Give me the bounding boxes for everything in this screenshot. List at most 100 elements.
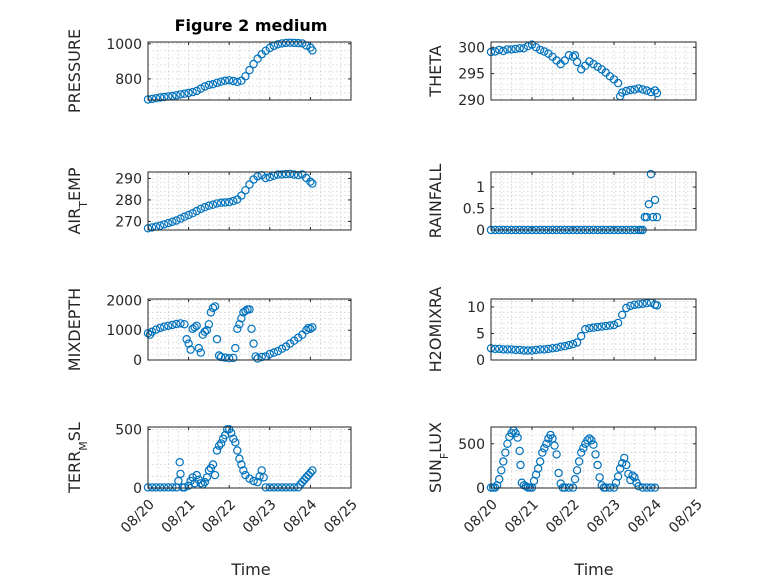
data-point — [155, 93, 165, 102]
y-tick-label: 800 — [115, 72, 142, 88]
data-point — [172, 91, 181, 100]
data-point — [180, 483, 189, 492]
data-point — [186, 345, 195, 354]
subplot-mixdepth: 0 1000 2000 MIXDEPTH — [65, 288, 352, 371]
y-tick-label: 290 — [458, 93, 485, 109]
data-point — [249, 339, 258, 348]
data-point — [628, 471, 637, 480]
data-point — [253, 354, 262, 363]
data-point — [630, 300, 639, 309]
data-point — [253, 477, 262, 487]
data-point — [226, 428, 236, 438]
data-point — [581, 325, 590, 334]
data-point — [237, 460, 246, 469]
data-point — [184, 88, 193, 98]
data-point — [585, 57, 594, 66]
data-point — [172, 319, 181, 329]
data-point — [285, 483, 295, 492]
data-point — [552, 450, 561, 459]
data-point — [583, 436, 592, 445]
data-point — [572, 466, 582, 475]
data-point — [259, 473, 268, 482]
data-point — [531, 345, 541, 355]
x-tick-label: 08/24 — [280, 497, 320, 537]
data-point — [308, 179, 317, 188]
y-tick-label: 280 — [115, 193, 142, 209]
y-tick-label: 5 — [476, 326, 485, 342]
data-point — [212, 199, 222, 208]
data-point — [176, 214, 185, 223]
data-point — [638, 299, 647, 308]
data-point — [269, 483, 279, 492]
data-point — [642, 86, 652, 95]
figure-title: Figure 2 medium — [175, 16, 328, 35]
data-point — [615, 464, 625, 473]
data-point — [216, 439, 226, 448]
y-axis-label: RAINFALL — [426, 164, 445, 239]
data-point — [593, 62, 602, 72]
data-point — [499, 457, 508, 466]
data-point — [151, 93, 161, 103]
data-point — [231, 438, 240, 447]
data-point — [255, 472, 264, 481]
data-point — [308, 466, 317, 475]
data-point — [527, 346, 537, 355]
data-point — [511, 44, 520, 54]
y-tick-label: 270 — [115, 214, 142, 230]
data-point — [214, 441, 224, 450]
data-point — [188, 87, 197, 97]
data-point — [652, 212, 662, 222]
data-point — [572, 57, 582, 67]
data-point — [589, 323, 598, 332]
data-point — [261, 483, 270, 492]
data-point — [277, 483, 287, 492]
data-point — [501, 448, 510, 457]
data-point — [257, 352, 266, 362]
data-point — [202, 326, 212, 335]
y-axis-label-main: H2OMIXRA — [426, 287, 445, 373]
data-point — [249, 59, 258, 69]
subplot-h2omixra: 0 5 10 H2OMIXRA — [426, 287, 697, 373]
data-point — [204, 320, 214, 329]
data-point — [642, 212, 652, 222]
data-point — [556, 342, 565, 351]
data-point — [249, 476, 258, 486]
y-tick-label: 0 — [476, 481, 485, 497]
data-point — [540, 444, 549, 453]
y-tick-label: 500 — [115, 422, 142, 438]
axes-frame — [147, 171, 352, 231]
subplot-rainfall: 0 0.5 1 RAINFALL — [426, 164, 697, 239]
y-axis-label: SUNFLUX — [426, 422, 451, 493]
data-point — [597, 322, 606, 331]
data-point — [159, 483, 169, 492]
data-point — [281, 169, 291, 179]
data-point — [646, 87, 656, 97]
y-tick-label: 500 — [458, 437, 485, 453]
y-tick-label: 300 — [458, 40, 485, 56]
x-tick-label: 08/25 — [321, 497, 361, 537]
data-point — [579, 444, 588, 453]
data-point — [618, 459, 627, 468]
data-point — [290, 170, 299, 179]
data-point — [159, 92, 169, 102]
data-point — [564, 51, 574, 60]
data-point — [237, 191, 246, 200]
data-point — [180, 320, 189, 329]
y-tick-label: 0 — [476, 223, 485, 239]
data-point — [613, 472, 623, 481]
data-point — [642, 299, 652, 308]
axes-frame — [490, 426, 697, 489]
data-point — [200, 202, 209, 212]
data-point — [168, 217, 177, 226]
x-tick-label: 08/20 — [118, 497, 158, 537]
data-point — [164, 218, 173, 228]
data-point — [540, 47, 549, 56]
data-point — [552, 343, 561, 352]
data-point — [618, 88, 627, 97]
data-point — [182, 335, 191, 344]
data-point — [587, 436, 596, 445]
data-point — [269, 348, 279, 357]
data-point — [208, 200, 218, 209]
y-tick-label: 1000 — [106, 323, 142, 339]
